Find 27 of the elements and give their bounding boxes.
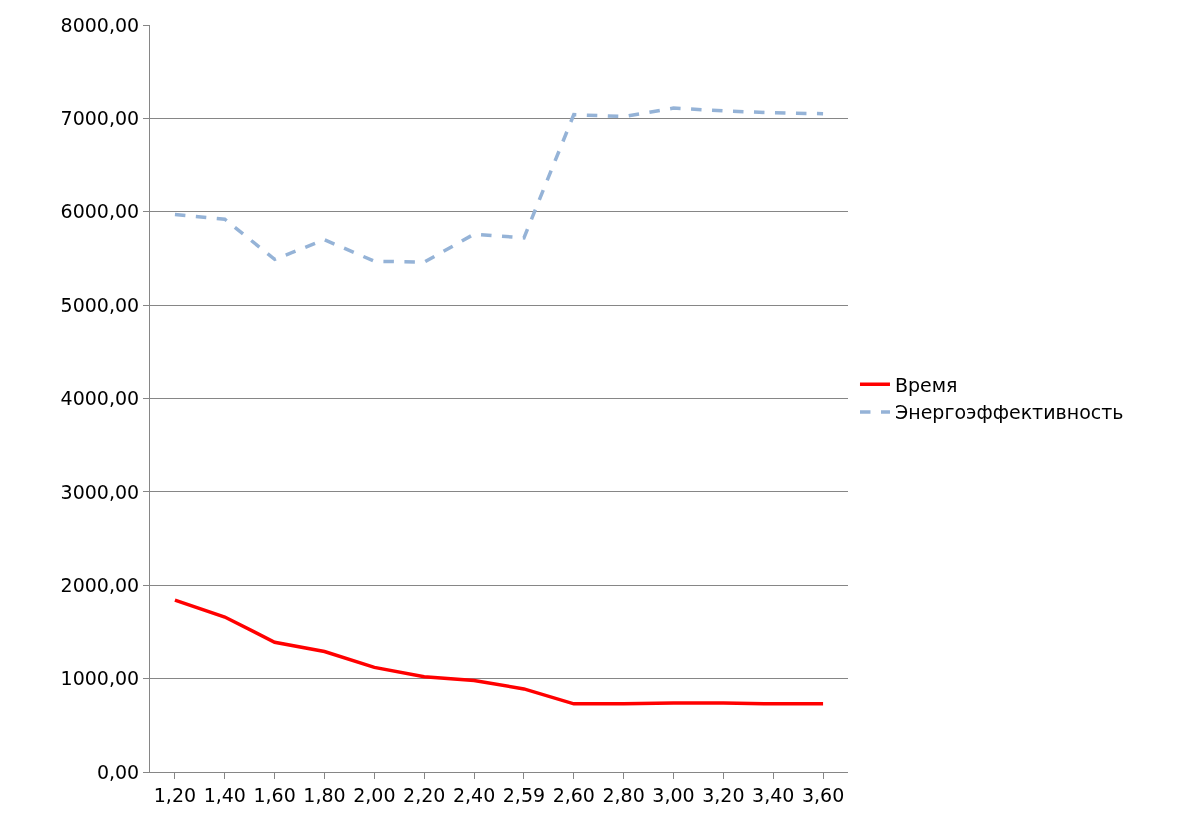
y-tick-label: 3000,00 [60, 480, 140, 503]
x-tick-label: 2,20 [403, 783, 446, 806]
y-tick-label: 2000,00 [60, 573, 140, 596]
line-series [173, 106, 825, 264]
x-tick-label: 1,80 [303, 783, 346, 806]
x-tick-label: 2,80 [602, 783, 645, 806]
x-tick-label: 2,60 [552, 783, 595, 806]
y-tick-label: 6000,00 [60, 200, 140, 223]
y-tick-label: 4000,00 [60, 387, 140, 410]
legend-label: Энергоэффективность [894, 401, 1124, 424]
line-series [173, 598, 825, 706]
x-tick-label: 1,60 [253, 783, 296, 806]
x-tick-label: 1,40 [203, 783, 246, 806]
x-tick-label: 2,40 [452, 783, 496, 806]
x-tick-label: 3,00 [652, 783, 695, 806]
y-tick-label: 7000,00 [60, 107, 140, 130]
x-tick-label: 1,20 [153, 783, 197, 806]
y-tick-label: 0,00 [96, 760, 140, 783]
y-tick-label: 5000,00 [60, 293, 140, 316]
x-tick-label: 3,60 [801, 783, 845, 806]
x-tick-label: 3,40 [752, 783, 795, 806]
x-tick-label: 3,20 [702, 783, 745, 806]
x-tick-label: 2,59 [502, 783, 546, 806]
y-tick-label: 8000,00 [60, 13, 140, 36]
legend-label: Время [894, 373, 958, 396]
x-tick-label: 2,00 [353, 783, 396, 806]
y-tick-label: 1000,00 [60, 667, 140, 690]
